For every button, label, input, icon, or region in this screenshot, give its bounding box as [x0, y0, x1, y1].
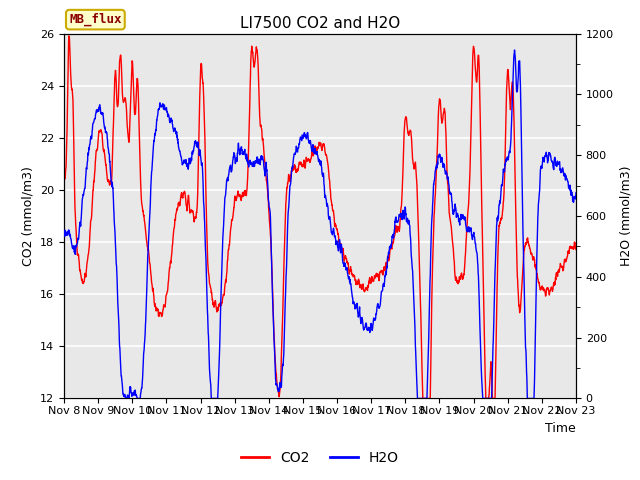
Text: MB_flux: MB_flux — [69, 13, 122, 26]
Title: LI7500 CO2 and H2O: LI7500 CO2 and H2O — [240, 16, 400, 31]
Legend: CO2, H2O: CO2, H2O — [236, 445, 404, 471]
Y-axis label: H2O (mmol/m3): H2O (mmol/m3) — [620, 166, 632, 266]
X-axis label: Time: Time — [545, 421, 576, 434]
Y-axis label: CO2 (mmol/m3): CO2 (mmol/m3) — [22, 166, 35, 266]
